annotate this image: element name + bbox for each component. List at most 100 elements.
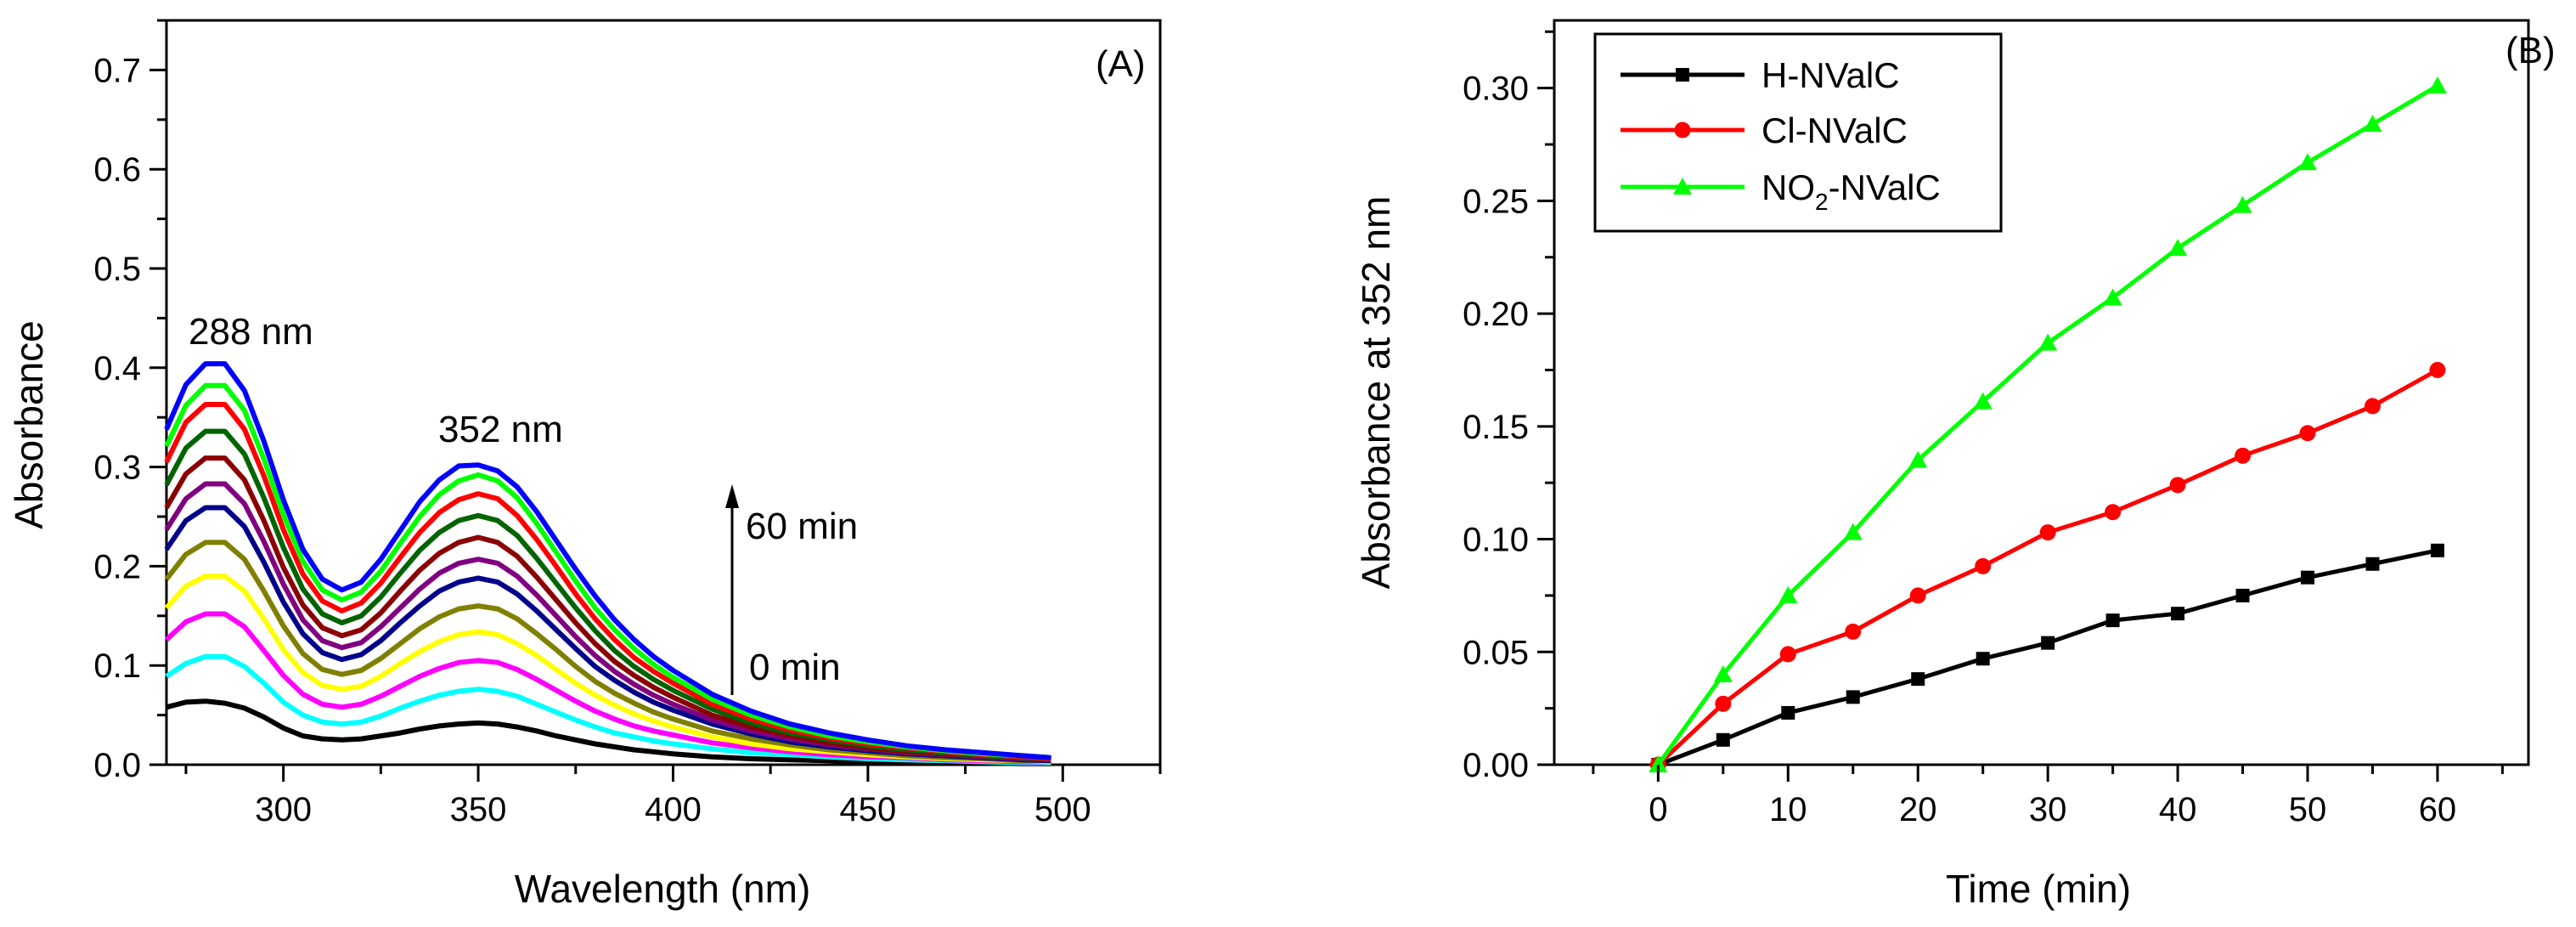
panel-b-x-axis-title: Time (min) bbox=[1946, 867, 2131, 911]
data-point-2-4 bbox=[1908, 450, 1928, 468]
data-point-2-9 bbox=[2233, 195, 2252, 213]
panel-a-x-tick-label: 300 bbox=[255, 791, 312, 828]
panel-a-y-tick-label: 0.0 bbox=[93, 747, 141, 784]
data-point-0-1 bbox=[1716, 732, 1730, 747]
panel-b-y-ticks: 0.00 0.05 0.10 0.15 0.20 0.25 0.30 bbox=[1463, 30, 1554, 784]
data-point-1-9 bbox=[2235, 447, 2252, 464]
panel-a-y-tick-label: 0.3 bbox=[93, 449, 141, 487]
spectrum-line-7 bbox=[164, 455, 1051, 763]
legend-label-no2-main: NO bbox=[1761, 167, 1815, 207]
data-point-1-5 bbox=[1975, 557, 1992, 574]
panel-a-y-tick-label: 0.2 bbox=[93, 548, 141, 585]
panel-a-y-tick-label: 0.5 bbox=[93, 251, 141, 288]
panel-a: 300 350 400 450 500 0.0 0.1 0.2 0.3 0.4 0.5 0.6 0.7… bbox=[7, 19, 1162, 911]
panel-b-frame bbox=[1553, 19, 2530, 766]
panel-a-annotation-0min: 0 min bbox=[749, 647, 841, 688]
data-point-1-8 bbox=[2169, 477, 2186, 494]
legend-item-h-nvalc: H-NValC bbox=[1621, 55, 1900, 95]
panel-a-label: (A) bbox=[1096, 43, 1146, 85]
panel-b-y-tick-label: 0.20 bbox=[1463, 296, 1529, 333]
legend-box bbox=[1593, 32, 2003, 233]
legend-item-no2-nvalc: NO2-NValC bbox=[1621, 167, 1941, 215]
panel-b-series-group bbox=[1649, 76, 2447, 773]
panel-b-y-tick-label: 0.10 bbox=[1463, 522, 1529, 559]
panel-a-plot-area: 300 350 400 450 500 0.0 0.1 0.2 0.3 0.4 0.5 0.6 0.7 bbox=[93, 19, 1162, 828]
spectrum-line-2 bbox=[164, 611, 1051, 765]
panel-b-y-axis-title: Absorbance at 352 nm bbox=[1354, 196, 1398, 590]
data-point-2-11 bbox=[2363, 115, 2382, 133]
panel-b-x-tick-label: 0 bbox=[1649, 791, 1667, 828]
legend-label-h: H-NValC bbox=[1761, 55, 1900, 95]
legend-item-cl-nvalc: Cl-NValC bbox=[1621, 110, 1908, 150]
data-point-1-11 bbox=[2364, 398, 2381, 415]
panel-a-x-tick-label: 350 bbox=[450, 791, 507, 828]
data-point-2-7 bbox=[2103, 288, 2122, 306]
panel-a-y-axis-title: Absorbance bbox=[7, 320, 51, 529]
data-point-0-9 bbox=[2235, 588, 2250, 602]
data-point-1-7 bbox=[2105, 504, 2122, 521]
panel-a-y-tick-label: 0.6 bbox=[93, 151, 141, 189]
panel-b-x-tick-label: 20 bbox=[1899, 791, 1937, 828]
panel-b-plot-area: 0 10 20 30 40 50 60 0.000.050.100.150.200.250.… bbox=[1463, 19, 2530, 828]
panel-a-x-axis-title: Wavelength (nm) bbox=[515, 867, 811, 911]
panel-a-annotation-288: 288 nm bbox=[189, 311, 313, 353]
panel-b-x-tick-label: 10 bbox=[1769, 791, 1807, 828]
data-point-0-12 bbox=[2430, 543, 2444, 557]
data-point-2-2 bbox=[1778, 585, 1798, 603]
panel-b-x-tick-label: 40 bbox=[2159, 791, 2197, 828]
data-point-0-3 bbox=[1846, 690, 1860, 704]
data-point-0-10 bbox=[2301, 570, 2315, 585]
series-line-1 bbox=[1656, 368, 2439, 766]
time-arrow bbox=[725, 484, 739, 695]
panel-a-y-tick-label: 0.7 bbox=[93, 52, 141, 89]
time-arrow-head bbox=[725, 484, 739, 508]
panel-b-y-tick-label: 0.25 bbox=[1463, 183, 1529, 220]
spectrum-line-11 bbox=[164, 361, 1051, 760]
panel-b-y-tick-label: 0.15 bbox=[1463, 409, 1529, 446]
panel-a-y-tick-label: 0.1 bbox=[93, 647, 141, 685]
series-line-0 bbox=[1657, 548, 2438, 767]
panel-a-x-ticks: 300 350 400 450 500 bbox=[184, 765, 1162, 828]
panel-b: 0 10 20 30 40 50 60 0.000.050.100.150.200.250.… bbox=[1354, 19, 2556, 911]
data-point-2-8 bbox=[2168, 239, 2188, 257]
data-point-1-6 bbox=[2039, 524, 2056, 541]
data-point-0-6 bbox=[2041, 636, 2055, 650]
legend-marker-shape-0 bbox=[1676, 68, 1689, 82]
panel-a-x-tick-label: 450 bbox=[840, 791, 897, 828]
panel-b-x-ticks: 0 10 20 30 40 50 60 bbox=[1592, 765, 2504, 828]
data-point-1-3 bbox=[1845, 623, 1862, 640]
data-point-2-10 bbox=[2298, 153, 2318, 171]
spectrum-line-0 bbox=[166, 698, 1051, 766]
data-point-2-0 bbox=[1649, 755, 1668, 772]
panel-a-annotation-60min: 60 min bbox=[746, 506, 858, 547]
legend-marker-shape-1 bbox=[1674, 122, 1691, 138]
legend: H-NValC Cl-NValC NO2-NValC bbox=[1593, 32, 2003, 233]
data-point-2-5 bbox=[1973, 392, 1993, 410]
panel-a-series-group bbox=[164, 361, 1051, 766]
legend-label-no2: NO2-NValC bbox=[1761, 167, 1941, 215]
panel-b-label: (B) bbox=[2506, 30, 2556, 71]
spectrum-line-10 bbox=[164, 382, 1051, 760]
legend-marker-no2 bbox=[1673, 178, 1692, 195]
panel-b-y-tick-label: 0.30 bbox=[1463, 71, 1529, 108]
data-point-1-1 bbox=[1715, 695, 1732, 712]
data-point-2-6 bbox=[2038, 333, 2058, 351]
legend-label-no2-sub: 2 bbox=[1815, 189, 1829, 215]
legend-marker-cl bbox=[1674, 122, 1691, 138]
data-point-1-10 bbox=[2299, 425, 2316, 442]
legend-label-no2-suffix: -NValC bbox=[1829, 167, 1941, 207]
data-point-0-2 bbox=[1781, 705, 1795, 720]
panel-a-y-ticks: 0.0 0.1 0.2 0.3 0.4 0.5 0.6 0.7 bbox=[93, 19, 166, 784]
data-point-0-4 bbox=[1911, 672, 1925, 687]
panel-a-frame bbox=[165, 19, 1162, 766]
data-point-1-4 bbox=[1909, 587, 1926, 604]
data-point-2-3 bbox=[1843, 523, 1863, 540]
panel-b-y-tick-label: 0.05 bbox=[1463, 634, 1529, 671]
data-point-0-7 bbox=[2105, 613, 2120, 628]
panel-a-annotation-352: 352 nm bbox=[438, 409, 563, 450]
data-point-1-2 bbox=[1779, 646, 1796, 663]
data-point-2-12 bbox=[2427, 76, 2447, 93]
panel-b-x-tick-label: 50 bbox=[2289, 791, 2327, 828]
